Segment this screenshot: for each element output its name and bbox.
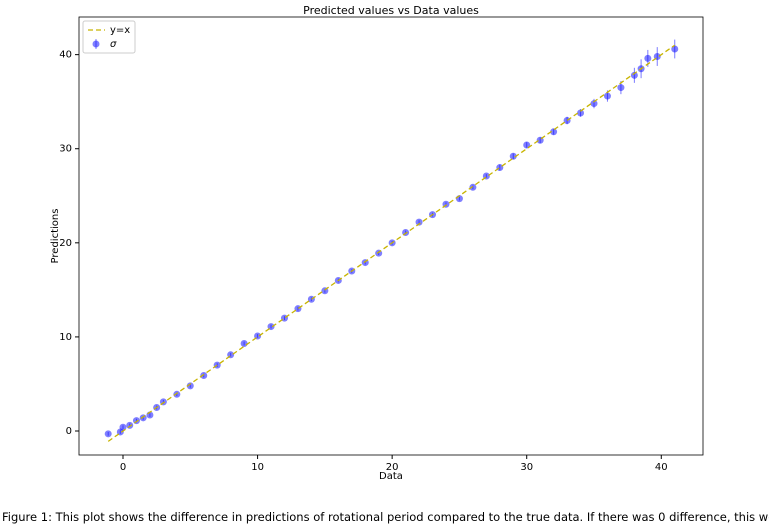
- point: [200, 371, 208, 379]
- point: [104, 430, 112, 438]
- x-tick-label: 0: [120, 462, 126, 473]
- plot-area: [78, 16, 704, 456]
- point: [644, 54, 652, 62]
- point: [469, 183, 477, 191]
- y-tick-label: 30: [59, 144, 72, 155]
- point: [173, 390, 181, 398]
- point: [603, 92, 611, 100]
- x-tick-label: 20: [386, 462, 399, 473]
- x-tick-label: 30: [520, 462, 533, 473]
- legend-label: y=x: [110, 25, 130, 36]
- legend-point-key: [92, 40, 100, 48]
- point: [577, 109, 585, 117]
- x-axis-label: Data: [379, 471, 403, 482]
- y-axis-label: Predictions: [50, 209, 61, 264]
- chart: Predicted values vs Data values Data Pre…: [50, 4, 704, 482]
- chart-title: Predicted values vs Data values: [303, 4, 479, 17]
- y-tick-label: 10: [59, 332, 72, 343]
- point: [415, 218, 423, 226]
- point: [590, 100, 598, 108]
- point: [630, 71, 638, 79]
- y-tick-label: 0: [66, 426, 72, 437]
- y-tick-label: 40: [59, 50, 72, 61]
- point: [550, 128, 558, 136]
- point: [132, 417, 140, 425]
- point: [509, 152, 517, 160]
- point: [186, 382, 194, 390]
- point: [617, 84, 625, 92]
- reference-line: [107, 44, 676, 442]
- x-tick-label: 10: [251, 462, 264, 473]
- caption: Figure 1: This plot shows the difference…: [2, 510, 769, 524]
- y-tick-label: 20: [59, 238, 72, 249]
- point: [240, 340, 248, 348]
- x-tick-label: 40: [655, 462, 668, 473]
- legend-label: σ: [110, 39, 117, 50]
